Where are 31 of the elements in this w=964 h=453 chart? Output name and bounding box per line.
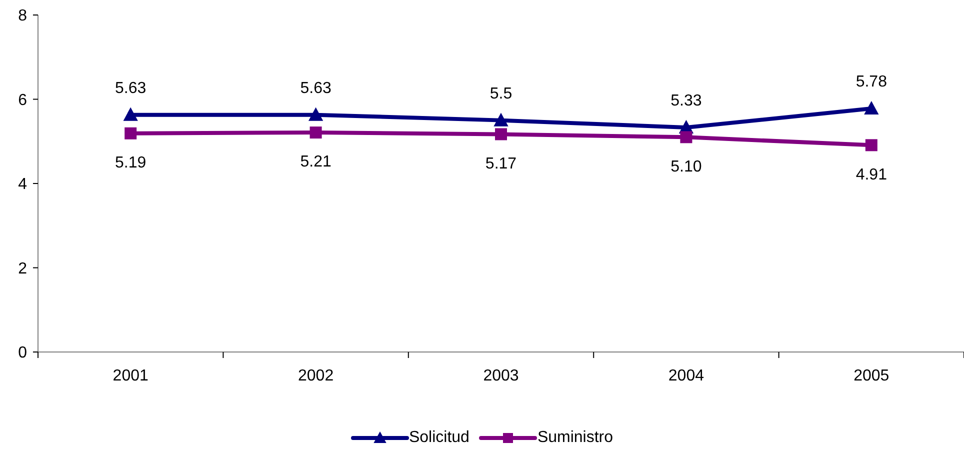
y-tick-label: 6 xyxy=(18,92,28,109)
point xyxy=(495,128,507,140)
data-label: 5.17 xyxy=(485,155,517,172)
legend-label: Solicitud xyxy=(408,429,470,447)
point xyxy=(494,113,508,126)
point xyxy=(865,139,878,152)
data-label: 5.19 xyxy=(115,154,146,172)
point xyxy=(864,102,878,115)
y-tick-label: 8 xyxy=(18,8,28,25)
y-tick-label: 0 xyxy=(18,344,28,362)
point xyxy=(124,127,137,140)
point xyxy=(124,108,138,121)
point xyxy=(308,108,323,121)
x-tick-label: 2005 xyxy=(854,367,890,384)
x-tick-label: 2004 xyxy=(668,367,704,384)
data-label: 5.5 xyxy=(490,86,512,103)
data-label: 5.10 xyxy=(670,158,702,176)
data-label: 5.21 xyxy=(300,154,332,171)
x-tick-label: 2001 xyxy=(112,367,148,384)
data-label: 5.33 xyxy=(670,92,702,110)
data-label: 4.91 xyxy=(856,166,888,184)
data-label: 5.78 xyxy=(856,74,888,91)
y-tick-label: 2 xyxy=(18,260,28,278)
x-tick-label: 2002 xyxy=(298,367,334,384)
point xyxy=(680,131,692,144)
data-label: 5.63 xyxy=(300,80,332,98)
legend-label: Suministro xyxy=(537,429,614,447)
y-tick-label: 4 xyxy=(18,176,28,194)
x-tick-label: 2003 xyxy=(483,367,519,384)
data-label: 5.63 xyxy=(115,80,146,98)
point xyxy=(310,126,322,139)
